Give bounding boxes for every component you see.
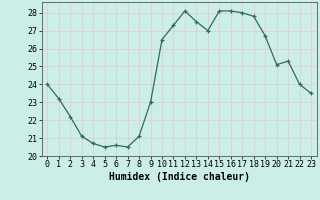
X-axis label: Humidex (Indice chaleur): Humidex (Indice chaleur) [109, 172, 250, 182]
